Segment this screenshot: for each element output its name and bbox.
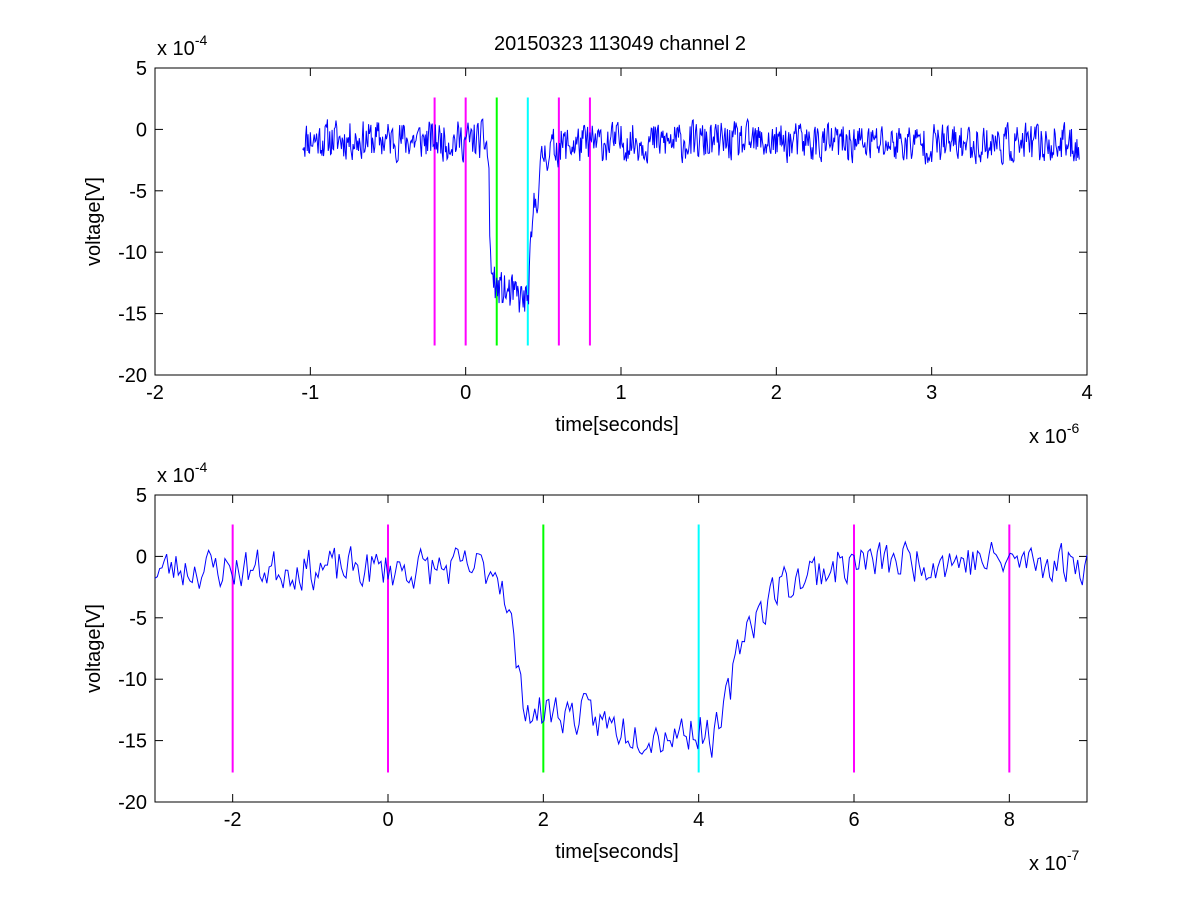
y-tick-label: -15 (118, 731, 147, 753)
x-axis-label: time[seconds] (555, 414, 678, 436)
x-axis-label: time[seconds] (555, 841, 678, 863)
y-tick-label: 0 (136, 546, 147, 568)
y-tick-label: 5 (136, 58, 147, 80)
x-exponent-power: -6 (1067, 420, 1080, 436)
y-tick-label: -20 (118, 792, 147, 814)
signal-line (154, 540, 1088, 758)
signal-line (302, 117, 1080, 313)
x-tick-label: 2 (771, 382, 782, 404)
x-exponent-power: -7 (1067, 847, 1080, 863)
y-tick-label: -10 (118, 242, 147, 264)
figure-title: 20150323 113049 channel 2 (494, 33, 746, 55)
x-tick-label: 4 (693, 809, 704, 831)
x-tick-label: 0 (382, 809, 393, 831)
x-tick-label: 1 (615, 382, 626, 404)
x-tick-label: -2 (146, 382, 164, 404)
x-tick-label: -2 (224, 809, 242, 831)
y-tick-label: -5 (129, 608, 147, 630)
y-axis-label: voltage[V] (83, 177, 105, 266)
x-tick-label: 4 (1081, 382, 1092, 404)
plot-frame (154, 494, 1088, 803)
y-tick-label: -20 (118, 365, 147, 387)
y-tick-label: -5 (129, 181, 147, 203)
y-tick-label: -15 (118, 304, 147, 326)
y-tick-label: 0 (136, 119, 147, 141)
x-tick-label: 0 (460, 382, 471, 404)
y-tick-label: 5 (136, 485, 147, 507)
x-tick-label: 6 (848, 809, 859, 831)
y-exponent-power: -4 (195, 32, 208, 48)
x-tick-label: 2 (538, 809, 549, 831)
y-axis-label: voltage[V] (83, 604, 105, 693)
y-exponent-power: -4 (195, 459, 208, 475)
x-tick-label: 3 (926, 382, 937, 404)
x-tick-label: -1 (301, 382, 319, 404)
x-tick-label: 8 (1004, 809, 1015, 831)
y-tick-label: -10 (118, 669, 147, 691)
